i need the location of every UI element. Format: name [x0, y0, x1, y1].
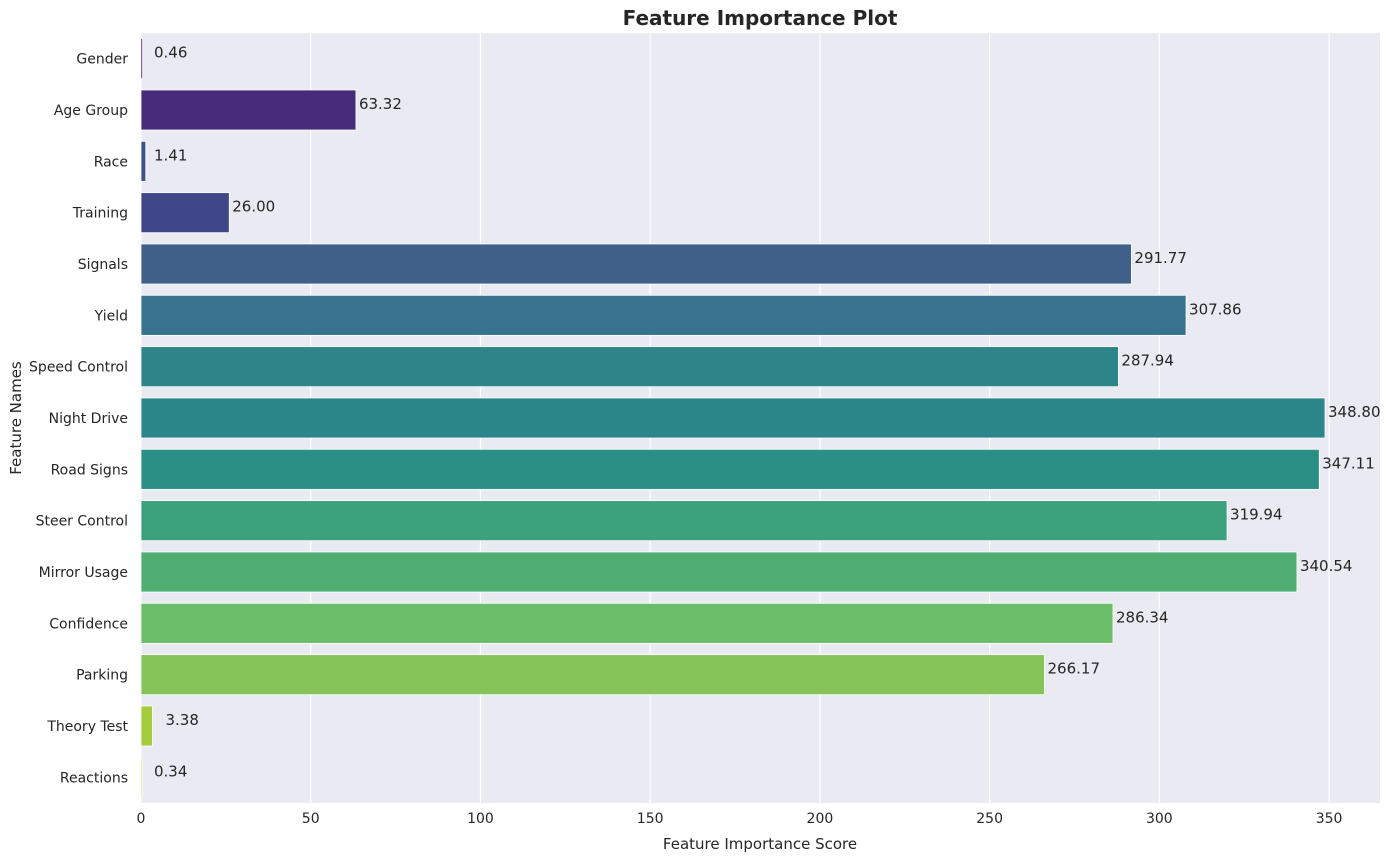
bar-value-label: 3.38 [165, 711, 198, 729]
bar-value-label: 286.34 [1116, 608, 1169, 626]
bar [140, 602, 1114, 644]
x-tick-labels: 0 50 100 150 200 250 300 350 [137, 811, 1343, 827]
bar-value-label: 1.41 [154, 146, 187, 164]
bar-value-label: 26.00 [232, 198, 275, 216]
bar [140, 448, 1320, 490]
y-tick-label: Road Signs [51, 462, 128, 478]
bar [140, 140, 147, 182]
x-tick-label: 0 [137, 811, 146, 827]
bar-value-label: 291.77 [1134, 249, 1187, 267]
y-tick-label: Steer Control [36, 514, 128, 530]
bar [140, 500, 1228, 542]
x-tick-label: 150 [637, 811, 664, 827]
bars [140, 38, 1326, 798]
bar [140, 89, 357, 131]
y-tick-label: Age Group [54, 103, 128, 119]
x-tick-label: 300 [1146, 811, 1173, 827]
bar [140, 346, 1119, 388]
y-tick-label: Signals [78, 257, 128, 273]
bar-value-labels: 0.46 63.32 1.41 26.00 291.77 307.86 287.94 348.… [154, 44, 1381, 781]
y-tick-label: Reactions [60, 770, 128, 786]
bar-value-label: 0.46 [154, 44, 187, 62]
bar-value-label: 287.94 [1121, 352, 1174, 370]
y-tick-label: Speed Control [29, 360, 128, 376]
bar-value-label: 348.80 [1328, 403, 1381, 421]
y-tick-label: Race [94, 154, 128, 170]
bar [140, 192, 230, 234]
bar-value-label: 0.34 [154, 762, 187, 780]
y-tick-label: Night Drive [49, 411, 128, 427]
bar [140, 243, 1132, 285]
y-tick-label: Gender [76, 52, 128, 68]
y-tick-label: Mirror Usage [39, 565, 128, 581]
x-tick-label: 50 [302, 811, 320, 827]
bar-value-label: 307.86 [1189, 300, 1242, 318]
bar-value-label: 340.54 [1300, 557, 1353, 575]
bar-value-label: 319.94 [1230, 506, 1283, 524]
y-tick-label: Yield [94, 308, 128, 324]
x-axis-label: Feature Importance Score [663, 835, 857, 853]
bar [140, 397, 1326, 439]
bar [140, 705, 153, 747]
y-tick-label: Parking [76, 668, 128, 684]
y-tick-label: Training [72, 206, 128, 222]
bar [140, 38, 143, 80]
chart-title: Feature Importance Plot [623, 6, 898, 30]
y-tick-labels: Gender Age Group Race Training Signals Yield S… [29, 52, 128, 787]
bar [140, 294, 1187, 336]
bar [140, 551, 1298, 593]
y-tick-label: Confidence [49, 616, 128, 632]
bar-value-label: 266.17 [1048, 660, 1101, 678]
x-tick-label: 350 [1316, 811, 1343, 827]
bar-value-label: 63.32 [359, 95, 402, 113]
x-tick-label: 100 [467, 811, 494, 827]
x-tick-label: 200 [807, 811, 834, 827]
bar-value-label: 347.11 [1322, 454, 1375, 472]
x-tick-label: 250 [976, 811, 1003, 827]
y-axis-label: Feature Names [7, 361, 25, 475]
y-tick-label: Theory Test [46, 719, 128, 735]
bar [140, 756, 143, 798]
bar [140, 654, 1045, 696]
